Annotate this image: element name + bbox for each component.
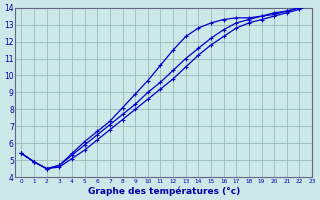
X-axis label: Graphe des températures (°c): Graphe des températures (°c) xyxy=(87,186,240,196)
